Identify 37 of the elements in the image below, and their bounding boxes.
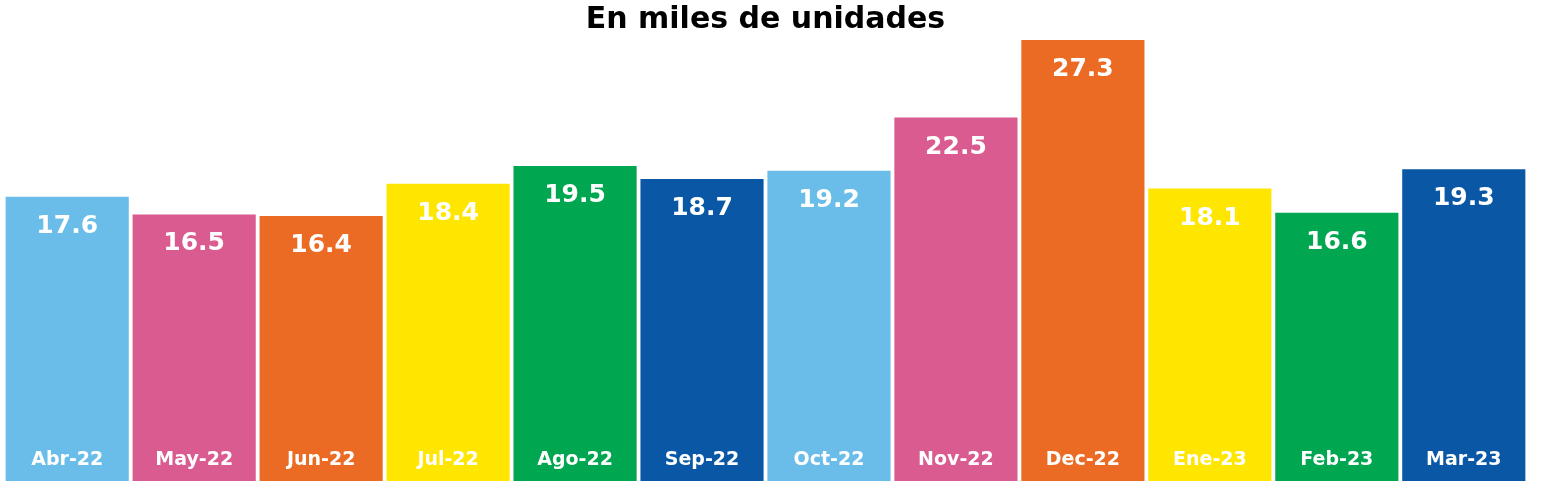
data-label: 19.5 (544, 179, 606, 208)
chart-title: En miles de unidades (585, 0, 946, 35)
data-label: 18.7 (671, 191, 733, 221)
x-tick-label: Jun-22 (284, 446, 356, 469)
data-label: 17.6 (36, 209, 99, 239)
bar (132, 214, 256, 481)
data-label: 22.5 (925, 130, 987, 160)
data-label: 16.5 (163, 227, 226, 257)
data-label: 18.4 (417, 196, 479, 226)
x-tick-label: Abr-22 (31, 446, 104, 469)
x-tick-label: Sep-22 (664, 446, 740, 469)
bar (386, 183, 510, 481)
bar (1148, 188, 1272, 481)
data-label: 19.2 (798, 183, 860, 213)
bar (640, 178, 764, 481)
data-label: 18.1 (1179, 201, 1241, 231)
data-label: 16.6 (1305, 225, 1368, 255)
data-label: 16.4 (290, 229, 352, 259)
x-tick-label: Feb-23 (1300, 446, 1374, 469)
bar (1275, 212, 1399, 481)
data-label: 27.3 (1052, 53, 1114, 82)
bar (767, 170, 891, 481)
x-tick-label: Nov-22 (918, 446, 994, 469)
x-tick-label: May-22 (155, 446, 234, 469)
x-tick-label: Jul-22 (415, 446, 479, 469)
x-tick-label: Ene-23 (1173, 446, 1247, 469)
bar (5, 196, 129, 481)
bar (513, 166, 637, 481)
x-tick-label: Oct-22 (793, 446, 865, 469)
x-tick-label: Mar-23 (1426, 446, 1502, 469)
x-tick-label: Dec-22 (1045, 446, 1121, 469)
bar (1021, 40, 1145, 481)
bar (259, 216, 383, 481)
data-label: 19.3 (1432, 182, 1495, 212)
bar (894, 117, 1018, 481)
x-tick-label: Ago-22 (537, 446, 613, 469)
bar (1402, 169, 1526, 481)
